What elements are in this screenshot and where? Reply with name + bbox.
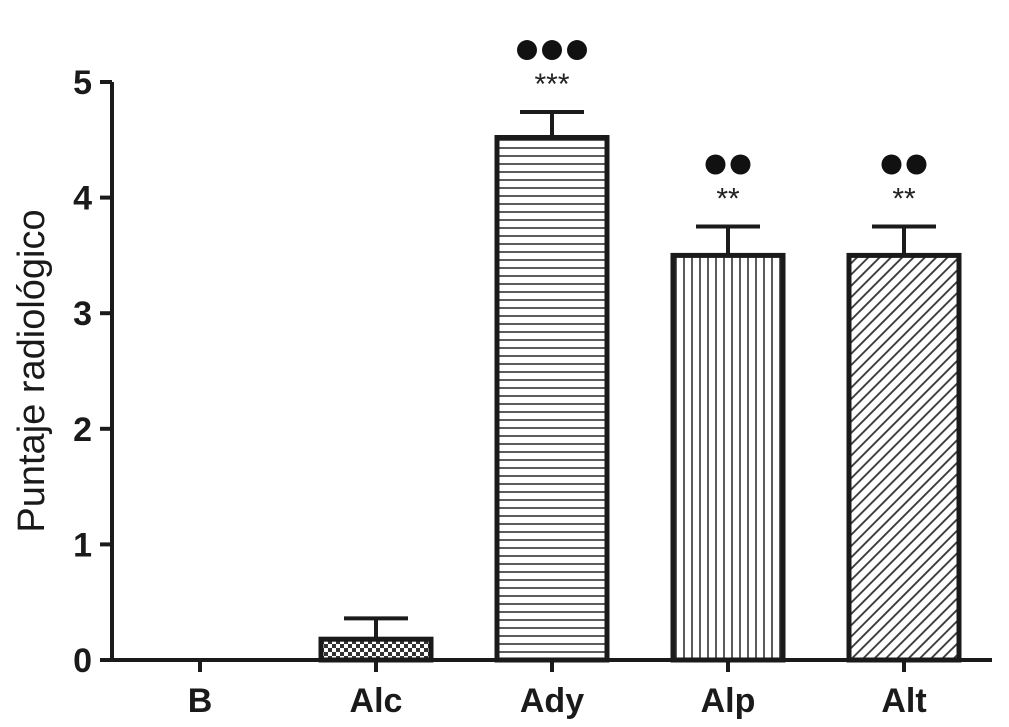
axes: 0 1 2 3 4 5 B Alc Ady Alp Alt [73,64,992,720]
significance-stars: ** [716,183,740,216]
x-tick-label: Alc [350,682,403,720]
annotations: ***** ** [517,40,927,216]
y-tick-label: 3 [73,295,92,333]
bar-alt [846,252,962,663]
y-tick-label: 5 [73,64,92,102]
y-tick-label: 4 [73,180,92,218]
bar-alp [670,252,786,663]
x-tick-label: Ady [520,682,584,720]
x-tick-label: Alp [701,682,756,720]
significance-dot [881,154,902,175]
significance-dot [567,40,587,61]
significance-dot [705,154,726,175]
y-axis-title-group: Puntaje radiológico [11,209,53,532]
significance-dot [542,40,562,61]
y-tick-label: 0 [73,642,92,680]
bar-ady [494,134,610,663]
y-axis-title: Puntaje radiológico [11,209,53,532]
significance-dot [906,154,927,175]
significance-dot [517,40,537,61]
bars [318,110,962,663]
bar-alc [318,636,434,663]
x-tick-label: B [188,682,213,720]
y-tick-label: 1 [73,526,92,564]
significance-dot [730,154,751,175]
y-tick-label: 2 [73,411,92,449]
x-tick-label: Alt [881,682,926,720]
significance-stars: ** [892,183,916,216]
significance-stars: *** [534,68,569,101]
